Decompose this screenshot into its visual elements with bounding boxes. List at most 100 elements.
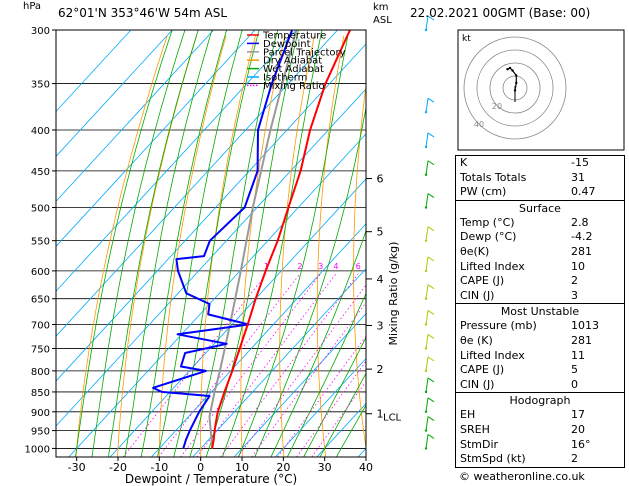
- stat-row: θe (K) 281: [456, 334, 624, 349]
- wind-barb-shaft: [425, 377, 429, 393]
- wind-barb-base: [424, 347, 428, 350]
- wind-barb-flag: [427, 416, 435, 422]
- x-axis-label: Dewpoint / Temperature (°C): [125, 472, 297, 486]
- hpa-unit-label: hPa: [23, 1, 42, 12]
- wind-barb-base: [424, 206, 428, 209]
- km-tick-label: 3: [377, 319, 384, 332]
- wet-adiabat-line: [173, 30, 260, 457]
- legend-label: Wet Adiabat: [263, 64, 324, 75]
- isotherm-line: [56, 88, 366, 427]
- mixing-ratio-line: [122, 273, 267, 457]
- credit-text: © weatheronline.co.uk: [459, 470, 585, 483]
- wind-barb-shaft: [425, 98, 429, 113]
- wet-adiabat-line: [319, 372, 366, 457]
- stat-row: K -15: [456, 156, 624, 171]
- wind-barb-flag: [427, 310, 435, 315]
- stat-value: -15: [571, 156, 589, 169]
- stat-value: -4.2: [571, 230, 593, 244]
- pressure-tick-label: 550: [31, 237, 50, 248]
- wind-barb-flag: [427, 334, 435, 339]
- stat-label: θe (K): [460, 333, 493, 347]
- pressure-tick-label: 400: [31, 126, 50, 137]
- wet-adiabat-line: [221, 30, 323, 457]
- wind-barb-shaft: [425, 284, 429, 299]
- hodograph-ring: [476, 49, 554, 127]
- hodograph-point: [508, 66, 512, 70]
- wind-barb-shaft: [425, 416, 429, 431]
- stat-value: 17: [571, 408, 585, 422]
- mixing-ratio-label: 2: [297, 262, 302, 271]
- stat-label: Pressure (mb): [460, 319, 537, 333]
- wind-barb-shaft: [425, 132, 429, 148]
- dry-adiabat-line: [279, 35, 315, 457]
- stat-value: 31: [571, 170, 585, 184]
- pressure-tick-label: 850: [31, 388, 50, 399]
- temperature-tick-label: 0: [197, 461, 204, 474]
- pressure-tick-label: 800: [31, 367, 50, 378]
- temperature-tick-label: 40: [359, 461, 373, 474]
- legend-label: Mixing Ratio: [263, 81, 325, 92]
- stat-row: θe(K) 281: [456, 245, 624, 260]
- legend-label: Parcel Trajectory: [263, 47, 346, 58]
- stat-label: PW (cm): [460, 185, 507, 199]
- wind-barb-shaft: [425, 15, 429, 31]
- mixing-ratio-line: [237, 284, 366, 457]
- stat-row: Temp (°C) 2.8: [456, 216, 624, 231]
- wind-barb-base: [424, 429, 428, 432]
- dry-adiabat-line: [423, 36, 451, 457]
- stat-value: 0.47: [571, 185, 596, 199]
- stat-label: Totals Totals: [460, 170, 527, 184]
- isotherm-line: [56, 30, 338, 337]
- wind-barb-shaft: [425, 160, 429, 175]
- wind-barb-flag: [427, 160, 435, 166]
- stat-value: 16°: [571, 437, 591, 451]
- dry-adiabat-line: [158, 35, 227, 457]
- wet-adiabat-line: [107, 30, 199, 457]
- wind-barb-base: [424, 110, 428, 114]
- wind-barb-base: [424, 28, 428, 32]
- wind-barb-flag: [427, 15, 435, 21]
- pressure-tick-label: 600: [31, 267, 50, 278]
- stat-row: CIN (J) 0: [456, 378, 624, 393]
- wind-barb-shaft: [425, 256, 429, 271]
- wet-adiabat-line: [270, 229, 366, 457]
- location-title: 62°01'N 353°46'W 54m ASL: [58, 6, 228, 20]
- hodograph-point: [515, 81, 518, 85]
- axes: 3003504004505005506006507007508008509009…: [25, 26, 402, 486]
- hodograph-point: [511, 69, 514, 72]
- wind-barb-shaft: [425, 356, 429, 371]
- hodograph-point: [515, 74, 518, 77]
- wet-adiabat-line: [335, 404, 366, 457]
- stat-row: StmDir 16°: [456, 438, 624, 453]
- stat-row: PW (cm) 0.47: [456, 185, 624, 200]
- wet-adiabat-line: [238, 30, 350, 457]
- isotherm-line: [192, 268, 366, 457]
- wet-adiabat-line: [91, 30, 186, 457]
- wet-adiabat-line: [286, 292, 366, 457]
- stat-value: 2: [571, 274, 578, 288]
- hodograph-point: [506, 68, 509, 71]
- wind-barb-shaft: [425, 193, 429, 208]
- wind-barb-base: [424, 269, 428, 273]
- stat-label: CAPE (J): [460, 363, 505, 377]
- stat-value: 1013: [571, 319, 599, 333]
- wind-barb-flag: [427, 193, 435, 198]
- wet-adiabat-line: [303, 336, 366, 457]
- km-tick-label: 1: [377, 408, 384, 421]
- pressure-tick-label: 900: [31, 408, 50, 419]
- isotherm-line: [233, 313, 366, 457]
- stat-label: EH: [460, 408, 476, 422]
- plot-frame: [55, 29, 367, 458]
- stat-row: Totals Totals 31: [456, 171, 624, 186]
- stat-value: 10: [571, 259, 585, 273]
- wind-barb-flag: [427, 226, 435, 232]
- wind-barb-base: [424, 173, 428, 176]
- hodograph-ring: [463, 36, 567, 140]
- temperature-tick-label: -20: [109, 461, 127, 474]
- legend-label: Dry Adiabat: [263, 56, 322, 67]
- stat-value: 20: [571, 422, 585, 436]
- pressure-tick-label: 650: [31, 295, 50, 306]
- hodograph-section-title: Hodograph: [456, 392, 624, 408]
